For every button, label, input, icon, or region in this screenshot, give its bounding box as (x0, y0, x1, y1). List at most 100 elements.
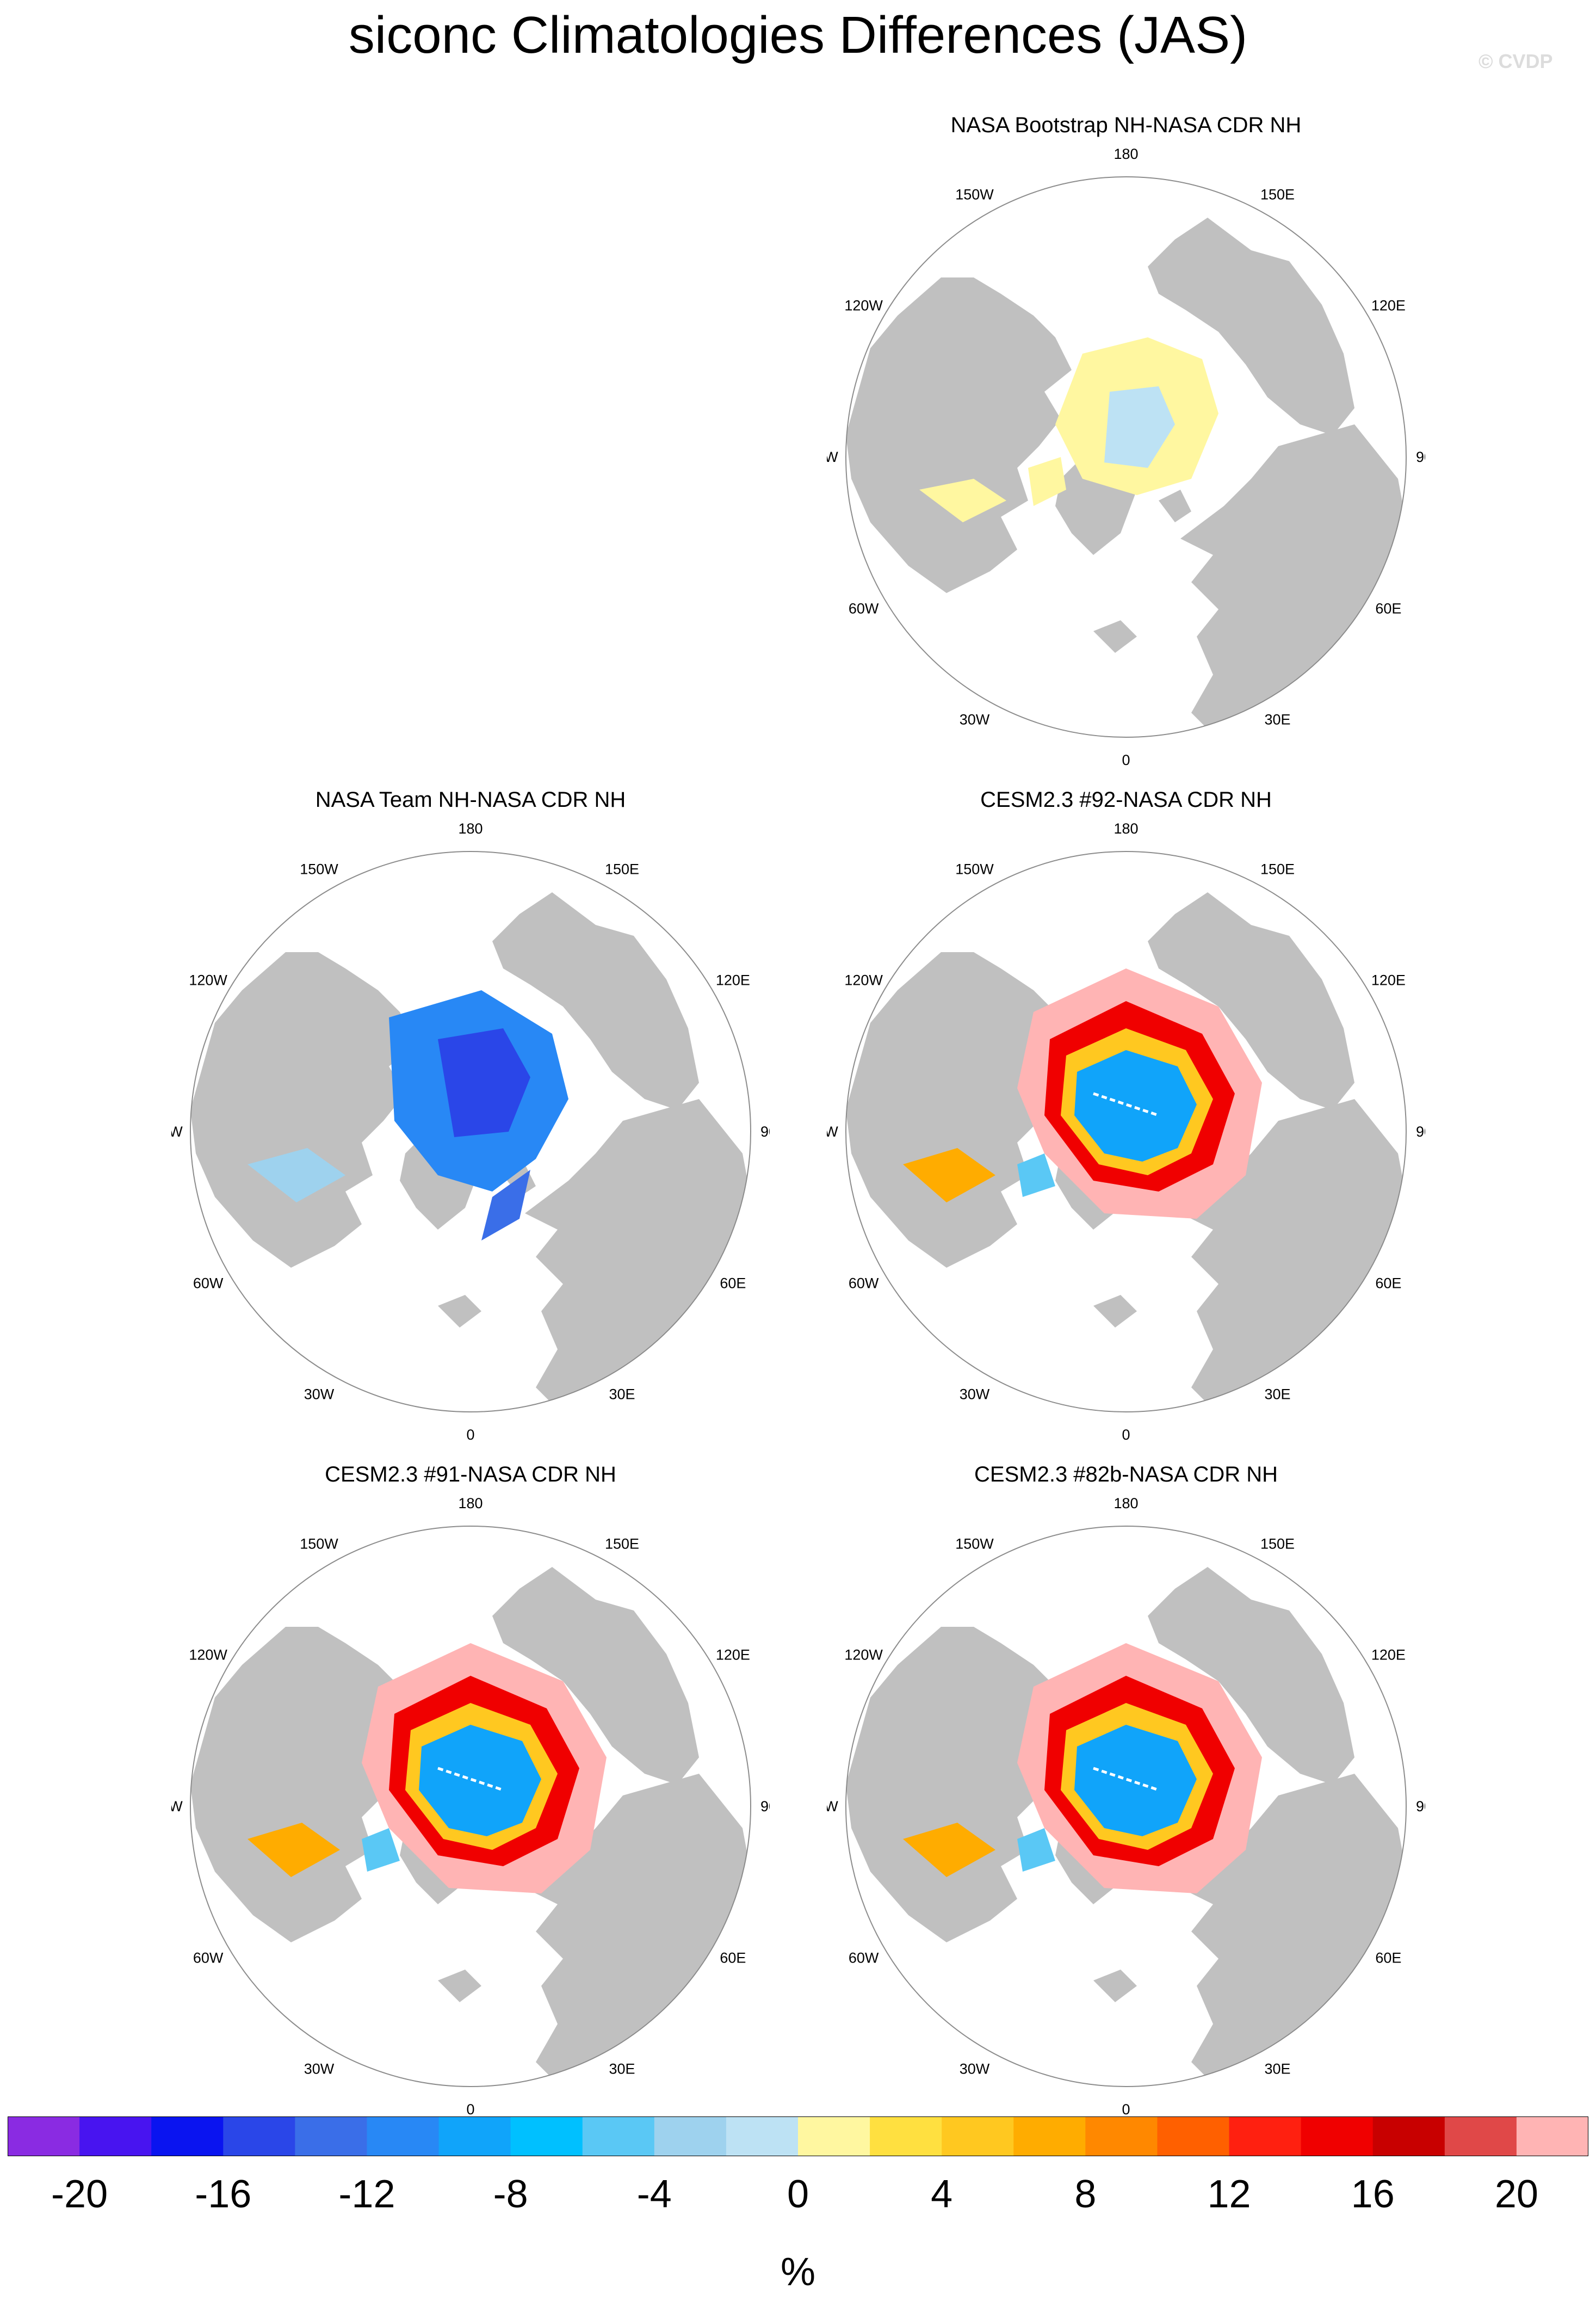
longitude-label: 90W (171, 1124, 183, 1140)
cvdp-watermark: © CVDP (1479, 50, 1553, 72)
colorbar-swatch (1516, 2116, 1588, 2156)
colorbar-units: % (780, 2250, 816, 2294)
colorbar-swatch (295, 2116, 367, 2156)
colorbar-tick-label: 8 (1074, 2173, 1096, 2216)
land-mass (525, 1099, 751, 1409)
panel-bootstrap: NASA Bootstrap NH-NASA CDR NH 180 150E 120… (827, 114, 1425, 773)
longitude-label: 0 (466, 1427, 474, 1442)
longitude-label: 90E (760, 1798, 770, 1815)
map-boundary (190, 1526, 751, 2087)
land-mass (492, 892, 699, 1110)
land-mass (1159, 490, 1191, 522)
longitude-label: 120E (716, 972, 750, 989)
colorbar-swatch (870, 2116, 942, 2156)
map-layers (190, 1567, 751, 2084)
pole-hole-line (1093, 1767, 1159, 1792)
panel-title: CESM2.3 #82b-NASA CDR NH (974, 1462, 1278, 1486)
longitude-label: 180 (458, 1495, 482, 1511)
colorbar-tick-label: -8 (493, 2173, 528, 2216)
longitude-label: 180 (1114, 820, 1138, 837)
map-layers (846, 892, 1406, 1409)
land-mass (846, 277, 1072, 593)
longitude-label: 60E (720, 1275, 746, 1292)
map-boundary (845, 176, 1407, 738)
land-mass (1148, 1567, 1354, 1785)
longitude-label: 60W (193, 1950, 224, 1966)
longitude-label: 120W (189, 1647, 227, 1663)
colorbar-swatch (510, 2116, 583, 2156)
colorbar-frame (8, 2116, 1588, 2156)
longitude-label: 180 (458, 820, 482, 837)
longitude-label: 150W (300, 1536, 338, 1552)
map-features (846, 892, 1406, 1409)
panel-cesm91: CESM2.3 #91-NASA CDR NH 180 150E 120E 90E 60… (171, 1464, 770, 2122)
longitude-label: 30W (960, 1386, 990, 1402)
pole-hole-line (437, 1767, 504, 1792)
land-mass (1001, 381, 1044, 419)
land-mass (1148, 892, 1354, 1110)
panel-title: CESM2.3 #92-NASA CDR NH (980, 788, 1272, 812)
map-features (190, 1567, 751, 2084)
map-layers (190, 892, 751, 1409)
colorbar-swatch (1372, 2116, 1445, 2156)
colorbar-swatch (438, 2116, 511, 2156)
longitude-label: 30E (1264, 1386, 1290, 1402)
map-features (190, 892, 751, 1409)
longitude-label: 0 (1122, 752, 1130, 767)
map-boundary (845, 1526, 1407, 2087)
colorbar-swatch (582, 2116, 655, 2156)
longitude-label: 150W (300, 861, 338, 878)
longitude-label: 90W (827, 1124, 838, 1140)
colorbar-swatch (798, 2116, 870, 2156)
polar-map: 180 150E 120E 90E 60E 30E 0 30W 60W 90W 120W 150W (171, 1495, 770, 2116)
longitude-label: 30E (609, 2060, 635, 2077)
colorbar-swatch (654, 2116, 727, 2156)
land-mass (492, 1567, 699, 1785)
colorbar-tick-label: -4 (637, 2173, 672, 2216)
longitude-label: 150E (1260, 187, 1295, 203)
ice-diff-patch (362, 1828, 400, 1872)
longitude-label: 30W (304, 2060, 335, 2077)
figure-title: siconc Climatologies Differences (JAS) (348, 6, 1248, 64)
longitude-label: 0 (1122, 2101, 1130, 2116)
longitude-label: 150W (955, 187, 994, 203)
longitude-label: 150E (1260, 1536, 1295, 1552)
ice-diff-patch (1104, 386, 1175, 468)
longitude-label: 120W (844, 298, 883, 314)
colorbar-swatch (726, 2116, 799, 2156)
land-mass (1180, 424, 1406, 735)
longitude-label: 90W (827, 449, 838, 465)
colorbar: -20 -16 -12 -8 -4 0 4 8 12 16 20 % (8, 2116, 1588, 2296)
longitude-label: 60W (193, 1275, 224, 1292)
ice-diff-patch (438, 1028, 530, 1137)
longitude-label: 120E (716, 1647, 750, 1663)
land-mass (979, 424, 1012, 457)
colorbar-tick-label: 12 (1207, 2173, 1251, 2216)
land-mass (324, 1774, 356, 1806)
longitude-label: 60W (849, 1275, 879, 1292)
land-mass (190, 952, 416, 1268)
land-mass (324, 1099, 356, 1132)
colorbar-swatch (79, 2116, 152, 2156)
land-mass (979, 1099, 1012, 1132)
ice-diff-patch (481, 1170, 530, 1241)
longitude-label: 90W (827, 1798, 838, 1815)
longitude-label: 60W (849, 1950, 879, 1966)
longitude-label: 60E (1375, 1275, 1401, 1292)
ice-diff-patch (1017, 1828, 1055, 1872)
land-mass (1093, 1970, 1137, 2002)
longitude-label: 60W (849, 601, 879, 617)
pole-hole-line (1093, 1092, 1159, 1117)
land-mass (846, 1627, 1072, 1942)
ice-diff-patch (919, 479, 1006, 522)
ice-diff-patch (1074, 1050, 1197, 1162)
longitude-label: 60E (1375, 601, 1401, 617)
colorbar-tick-label: 16 (1351, 2173, 1395, 2216)
longitude-label: 120E (1371, 972, 1406, 989)
longitude-label: 180 (1114, 1495, 1138, 1511)
panel-cesm92: CESM2.3 #92-NASA CDR NH 180 150E 120E 90E 60… (827, 789, 1425, 1447)
longitude-label: 0 (466, 2101, 474, 2116)
polar-map: 180 150E 120E 90E 60E 30E 0 30W 60W 90W 120W 150W (827, 146, 1425, 767)
map-boundary (845, 851, 1407, 1412)
panel-team: NASA Team NH-NASA CDR NH 180 150E 120E 90E 6… (171, 789, 770, 1447)
